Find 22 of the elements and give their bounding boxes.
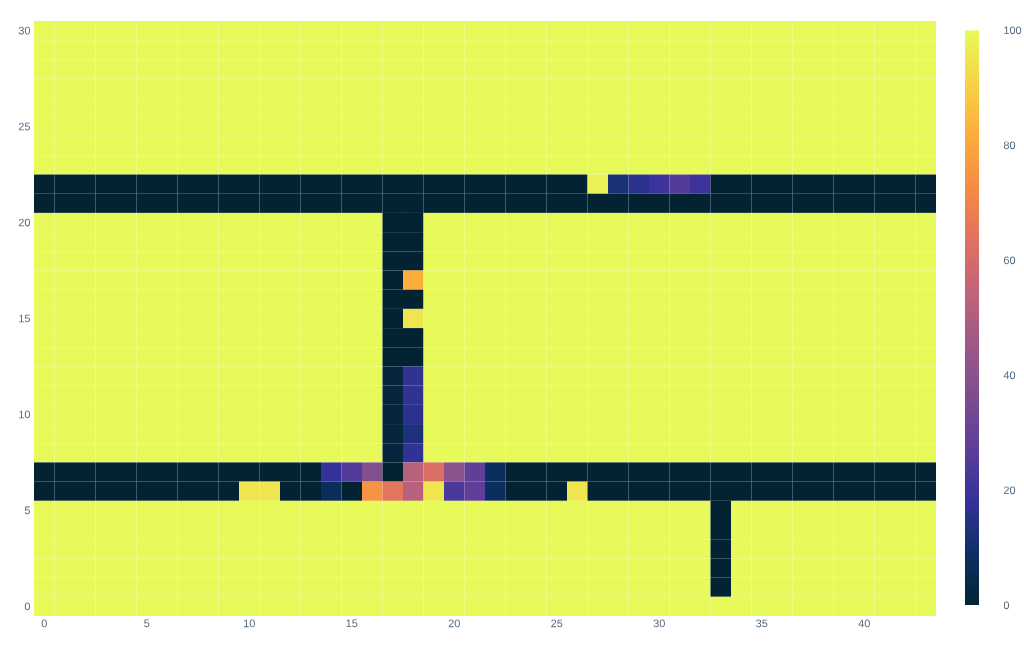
color-bar-label: 0 <box>1003 601 1010 610</box>
y-tick-label: 20 <box>18 218 31 227</box>
y-tick-label: 0 <box>24 602 31 611</box>
color-bar-label: 100 <box>1004 26 1022 35</box>
y-tick-label: 5 <box>24 506 31 515</box>
x-tick-label: 5 <box>144 619 150 628</box>
x-tick-label: 15 <box>346 619 358 628</box>
y-tick-label: 15 <box>19 314 31 323</box>
color-bar-label: 40 <box>1003 371 1016 380</box>
x-tick-label: 0 <box>41 619 47 628</box>
x-tick-label: 10 <box>243 619 255 628</box>
x-tick-label: 30 <box>653 619 665 628</box>
x-tick-label: 35 <box>756 619 768 628</box>
color-bar-label: 80 <box>1003 141 1016 150</box>
y-tick-label: 30 <box>18 26 31 35</box>
color-bar-label: 60 <box>1003 256 1016 265</box>
x-tick-label: 40 <box>858 619 870 628</box>
x-tick-label: 20 <box>448 619 460 628</box>
y-tick-label: 10 <box>19 410 31 419</box>
color-bar-label: 20 <box>1003 486 1016 495</box>
x-tick-label: 25 <box>551 619 563 628</box>
y-tick-label: 25 <box>18 122 31 131</box>
